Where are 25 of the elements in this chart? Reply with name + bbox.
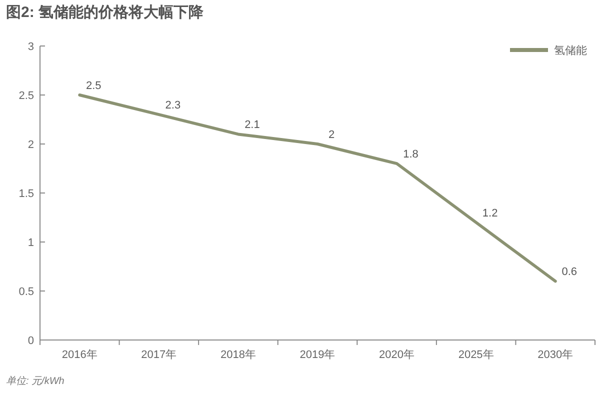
legend-label: 氢储能: [554, 44, 587, 57]
y-tick-label: 1: [28, 237, 34, 249]
data-label: 1.2: [482, 207, 498, 220]
data-label: 1.8: [403, 148, 418, 161]
x-tick-label: 2019年: [300, 349, 336, 361]
text: 单位: 元/kWh: [6, 375, 65, 387]
data-label: 2: [328, 129, 335, 141]
x-tick-label: 2017年: [141, 349, 177, 361]
y-tick-label: 0: [28, 335, 34, 347]
data-label: 2.3: [165, 100, 181, 112]
data-label: 2.5: [86, 80, 102, 92]
y-tick-label: 1.5: [18, 188, 34, 200]
x-tick-label: 2020年: [379, 349, 415, 361]
data-label: 2.1: [244, 119, 260, 132]
x-tick-label: 2025年: [458, 349, 494, 361]
y-tick-label: 3: [28, 41, 34, 53]
y-tick-label: 2.5: [18, 90, 34, 102]
x-tick-label: 2030年: [538, 349, 574, 361]
y-tick-label: 0.5: [18, 286, 34, 298]
line-series: [78, 94, 557, 283]
x-tick-label: 2018年: [220, 349, 256, 361]
y-tick-label: 2: [28, 139, 34, 151]
data-label: 0.6: [562, 266, 578, 278]
chart-title: 图2: 氢储能的价格将大幅下降: [6, 4, 205, 21]
x-tick-label: 2016年: [62, 349, 98, 361]
